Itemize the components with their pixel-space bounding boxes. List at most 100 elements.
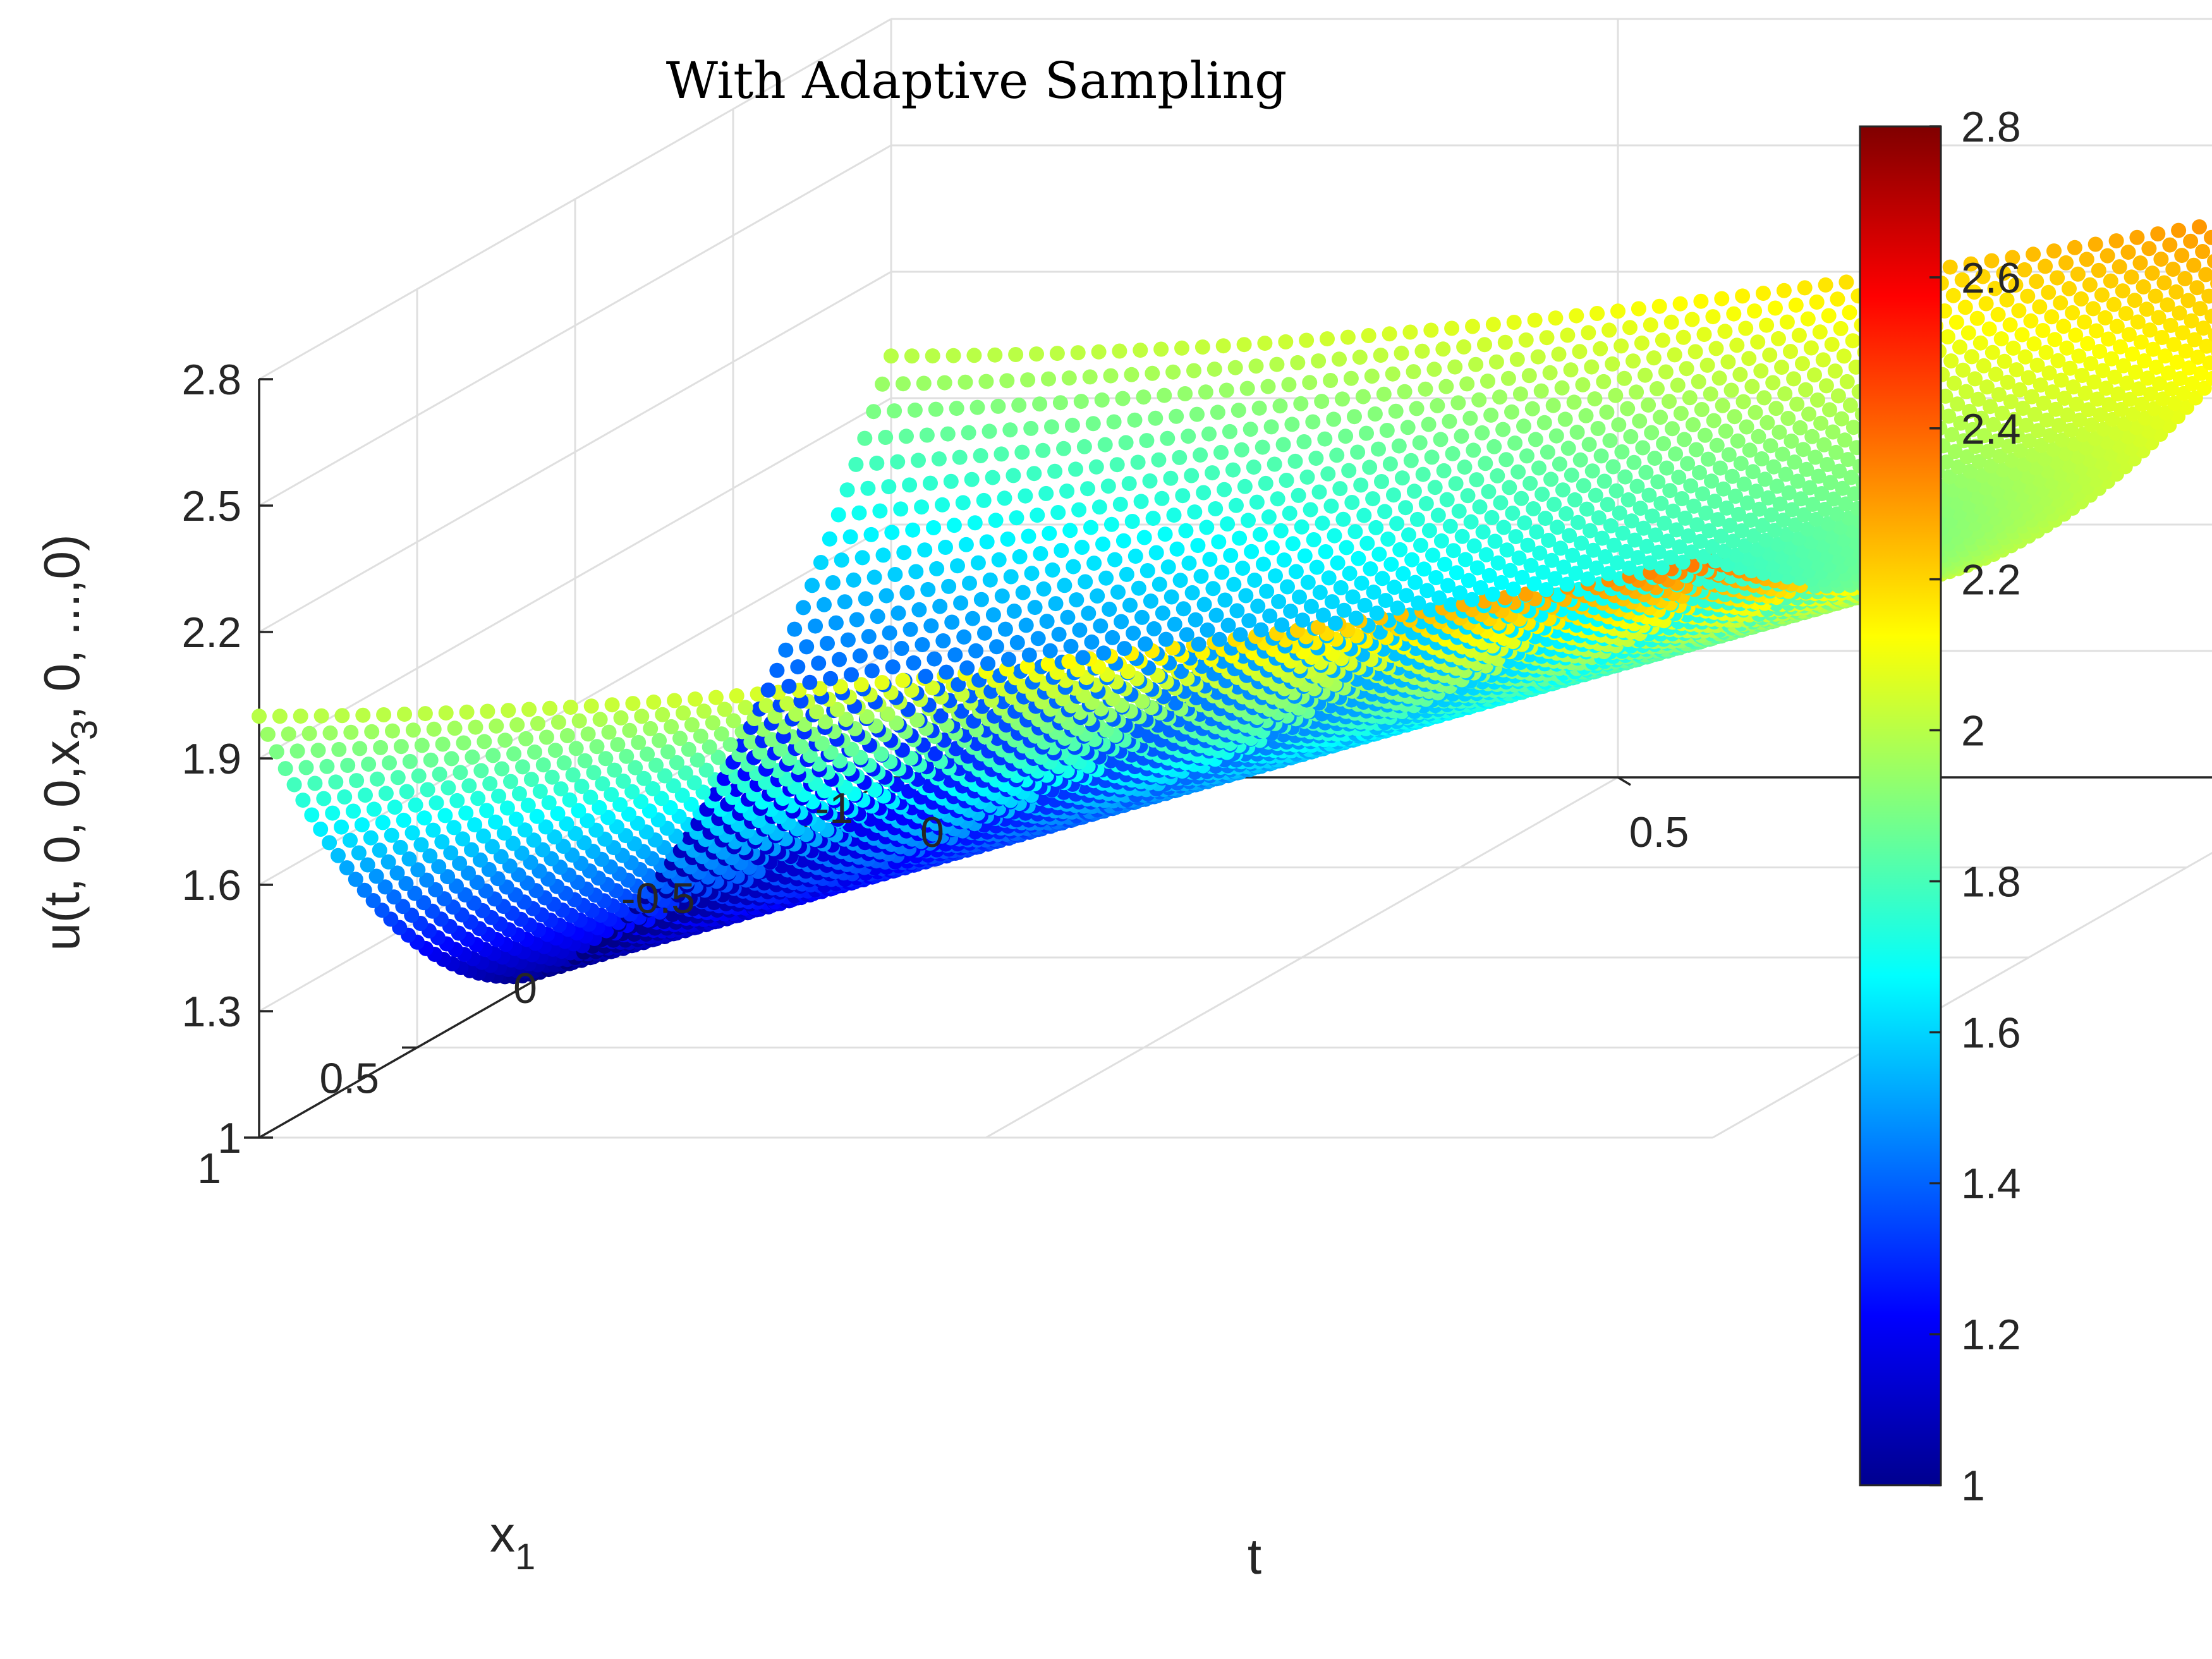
data-point <box>882 625 897 641</box>
data-point <box>422 848 438 864</box>
data-point <box>1059 483 1075 499</box>
data-point <box>310 743 326 758</box>
data-point <box>874 675 890 690</box>
data-point <box>935 497 950 513</box>
data-point <box>1526 501 1541 516</box>
data-point <box>899 428 914 444</box>
data-point <box>1588 487 1603 503</box>
data-point <box>1709 437 1725 453</box>
data-point <box>1626 454 1642 470</box>
data-point <box>1006 468 1021 483</box>
data-point <box>1166 507 1182 523</box>
data-point <box>890 605 906 621</box>
data-point <box>1614 444 1630 459</box>
data-point <box>1247 573 1263 588</box>
data-point <box>1157 526 1173 542</box>
data-point <box>1169 408 1184 424</box>
data-point <box>1976 358 1991 374</box>
data-point <box>589 739 605 755</box>
data-point <box>515 759 530 775</box>
data-point <box>1118 435 1134 451</box>
data-point <box>1279 473 1294 488</box>
data-point <box>571 713 587 729</box>
data-point <box>1371 546 1387 562</box>
data-point <box>1454 428 1469 444</box>
data-point <box>1468 356 1484 372</box>
data-point <box>501 703 516 719</box>
data-point <box>1261 509 1277 525</box>
data-point <box>1239 380 1255 396</box>
data-point <box>1009 635 1025 650</box>
data-point <box>1352 349 1368 365</box>
data-point <box>625 696 641 712</box>
data-point <box>530 715 545 731</box>
data-point <box>1296 434 1312 449</box>
data-point <box>1406 364 1421 380</box>
data-point <box>612 797 628 813</box>
data-point <box>1421 523 1437 538</box>
data-point <box>980 656 996 672</box>
data-point <box>1223 547 1239 563</box>
data-point <box>634 708 650 724</box>
data-point <box>1103 516 1119 532</box>
data-point <box>1955 362 1971 378</box>
data-point <box>401 851 417 867</box>
data-point <box>354 817 370 833</box>
data-point <box>919 427 935 443</box>
data-point <box>526 832 542 848</box>
data-point <box>1426 362 1442 377</box>
data-point <box>1839 374 1855 389</box>
data-point <box>484 839 500 854</box>
data-point <box>887 403 902 419</box>
data-point <box>1478 456 1493 471</box>
data-point <box>1102 602 1117 617</box>
data-point <box>1783 344 1798 360</box>
data-point <box>1083 520 1098 535</box>
data-point <box>1732 367 1748 382</box>
data-point <box>1596 374 1612 389</box>
data-point <box>1750 334 1766 350</box>
data-point <box>1374 474 1389 489</box>
data-point <box>1042 525 1057 541</box>
data-point <box>505 836 521 851</box>
data-point <box>334 708 350 724</box>
data-point <box>959 660 975 676</box>
data-point <box>1703 386 1718 402</box>
data-point <box>556 755 572 771</box>
data-point <box>866 569 882 585</box>
data-point <box>1584 463 1600 479</box>
data-point <box>1510 464 1526 480</box>
data-point <box>600 810 616 825</box>
data-point <box>1160 430 1176 446</box>
data-point <box>1689 442 1704 458</box>
data-point <box>1155 605 1170 621</box>
data-point <box>358 787 373 803</box>
data-point <box>837 594 853 610</box>
data-point <box>860 480 876 496</box>
data-point <box>1256 556 1271 572</box>
data-point <box>1176 601 1191 617</box>
data-point <box>444 751 459 767</box>
data-point <box>601 724 617 740</box>
data-point <box>1392 542 1408 557</box>
data-point <box>375 815 391 830</box>
data-point <box>1217 482 1232 497</box>
data-point <box>520 798 536 813</box>
data-point <box>1136 530 1152 545</box>
data-point <box>328 774 344 790</box>
data-point <box>1605 459 1621 475</box>
data-point <box>1035 442 1051 458</box>
data-point <box>1333 580 1349 595</box>
data-point <box>1020 372 1036 388</box>
data-point <box>1620 492 1636 507</box>
data-point <box>1496 520 1512 535</box>
data-point <box>441 780 456 796</box>
data-point <box>538 729 554 745</box>
data-point <box>1276 552 1292 568</box>
data-point <box>559 816 574 832</box>
data-point <box>1500 370 1516 386</box>
data-point <box>1124 367 1139 382</box>
data-point <box>1229 603 1245 619</box>
data-point <box>911 453 926 468</box>
data-point <box>1181 556 1197 571</box>
